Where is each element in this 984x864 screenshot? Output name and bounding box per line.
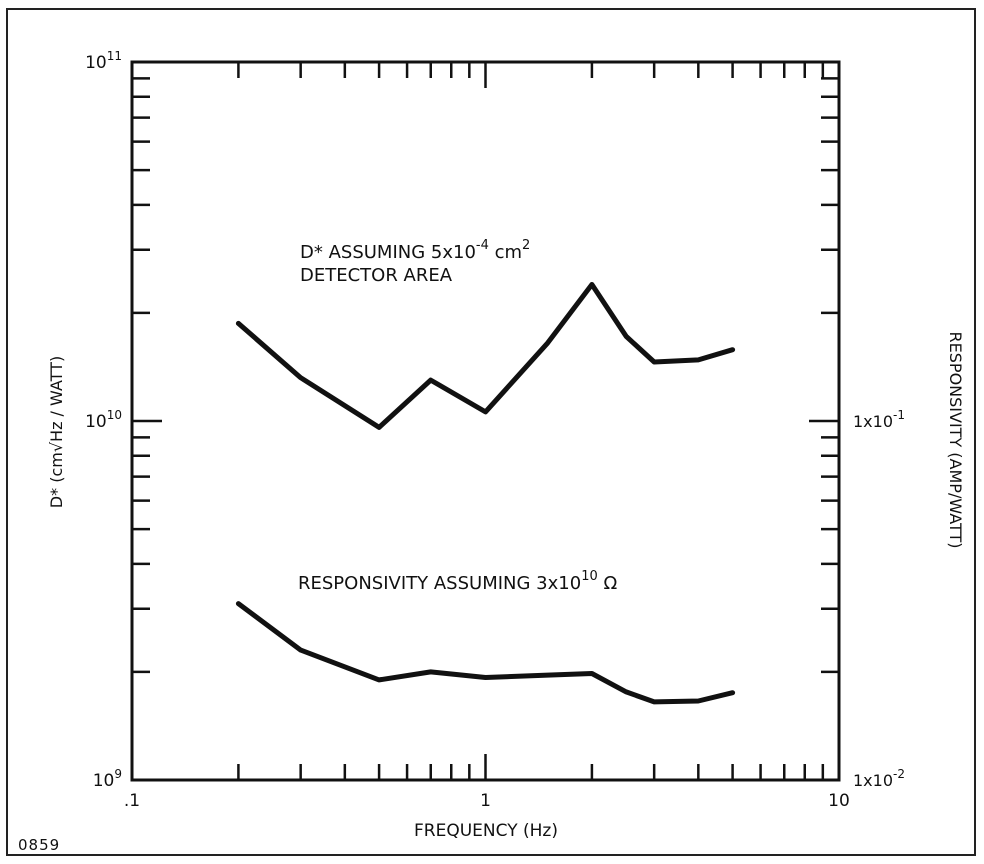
figure-id-label: 0859 xyxy=(18,836,61,854)
series-1-label: D* ASSUMING 5x10-4 cm2 xyxy=(300,238,530,263)
x-axis-label: FREQUENCY (Hz) xyxy=(414,821,558,841)
y-left-tick-label: 109 xyxy=(93,767,122,791)
data-series xyxy=(235,282,736,705)
axis-tick-labels: .1 1 10 1011 1010 109 1x10-1 1x10-2 xyxy=(85,49,905,811)
series-2-label: RESPONSIVITY ASSUMING 3x1010 Ω xyxy=(298,569,617,594)
plot-area xyxy=(130,60,841,782)
y-axis-label-left: D* (cm√Hz / WATT) xyxy=(47,356,66,508)
y-axis-label-right: RESPONSIVITY (AMP/WATT) xyxy=(946,332,965,549)
y-left-tick-label: 1010 xyxy=(85,408,122,432)
series-1-label-line-2: DETECTOR AREA xyxy=(300,265,453,286)
x-tick-label: 10 xyxy=(828,791,850,811)
y-right-tick-label: 1x10-2 xyxy=(853,767,905,790)
axis-ticks xyxy=(130,62,839,782)
y-left-tick-label: 1011 xyxy=(85,49,122,73)
x-tick-label: .1 xyxy=(124,791,140,811)
figure-border xyxy=(6,8,976,856)
y-right-tick-label: 1x10-1 xyxy=(853,408,905,431)
x-tick-label: 1 xyxy=(480,791,491,811)
series-line-1 xyxy=(235,282,736,430)
series-line-2 xyxy=(235,601,736,705)
